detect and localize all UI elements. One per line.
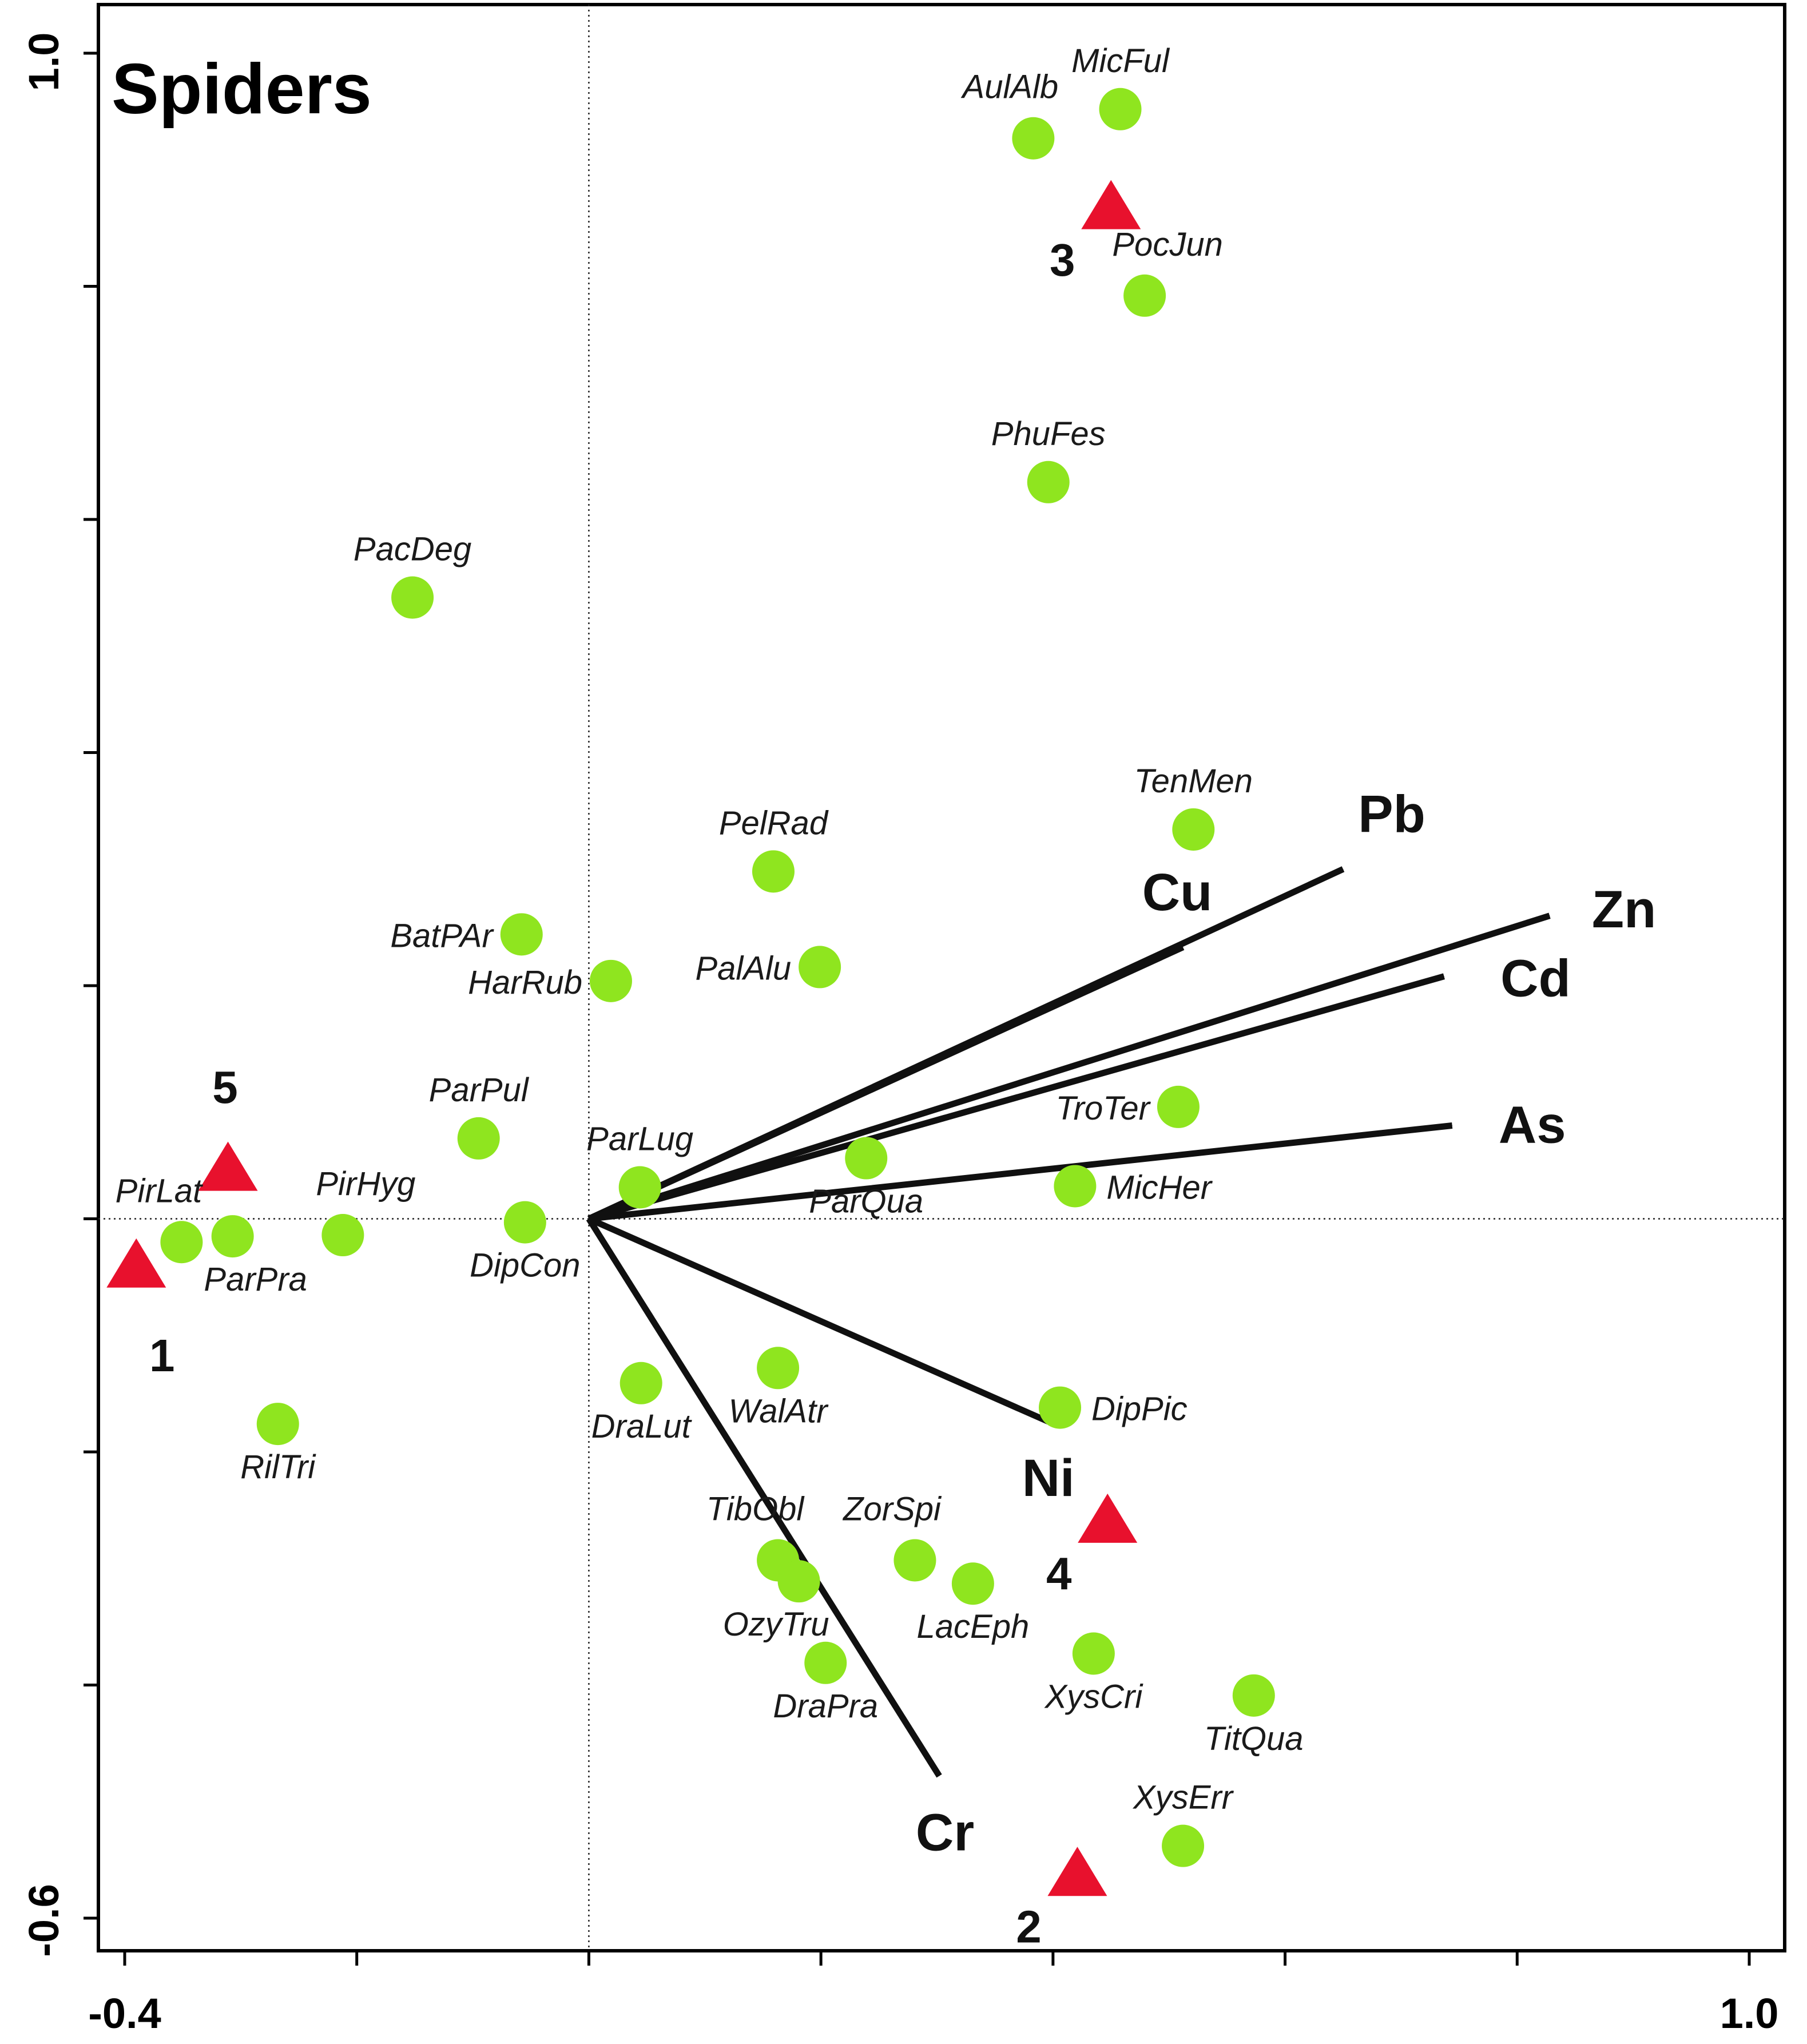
vector-label-cd: Cd — [1500, 950, 1571, 1008]
plot-frame — [97, 3, 1786, 1952]
site-label-2: 2 — [1016, 1902, 1042, 1952]
species-point-tenmen — [1172, 808, 1215, 851]
vector-zn — [587, 912, 1551, 1222]
species-label-parqua: ParQua — [809, 1183, 923, 1220]
x-tick-label-min: -0.4 — [88, 1990, 161, 2037]
site-marker-3 — [1081, 180, 1141, 229]
species-point-pelrad — [752, 850, 795, 893]
chart-title: Spiders — [112, 50, 372, 129]
species-label-parlug: ParLug — [586, 1120, 693, 1157]
species-label-riltri: RilTri — [240, 1448, 316, 1486]
species-point-zorspi — [893, 1539, 936, 1582]
species-point-dippic — [1039, 1386, 1082, 1429]
species-point-pacdeg — [391, 576, 434, 619]
species-point-xyscri — [1072, 1632, 1115, 1675]
site-label-1: 1 — [149, 1330, 175, 1381]
species-point-phufes — [1027, 461, 1070, 503]
species-label-pacdeg: PacDeg — [354, 531, 471, 568]
site-markers — [106, 180, 1141, 1896]
species-point-drapra — [804, 1641, 847, 1684]
vector-label-pb: Pb — [1358, 785, 1425, 843]
vector-as — [588, 1122, 1453, 1222]
axis-ticks — [84, 51, 1751, 1966]
site-marker-1 — [106, 1238, 166, 1288]
species-point-pocjun — [1123, 274, 1166, 317]
species-label-pelrad: PelRad — [719, 804, 829, 842]
species-point-parlug — [618, 1166, 661, 1209]
species-label-pirlat: PirLat — [116, 1172, 204, 1209]
species-point-pirlat — [160, 1221, 203, 1264]
reference-lines — [98, 5, 1785, 1951]
vector-label-ni: Ni — [1022, 1449, 1075, 1507]
vector-label-cu: Cu — [1142, 863, 1213, 922]
species-label-drapra: DraPra — [773, 1688, 878, 1725]
species-point-micful — [1099, 88, 1142, 130]
species-label-xyscri: XysCri — [1043, 1678, 1143, 1715]
species-label-phufes: PhuFes — [991, 415, 1106, 453]
species-point-batpar — [500, 913, 543, 956]
species-point-pirhyg — [321, 1214, 364, 1257]
point-labels: Pb Cu Zn Cd As Ni Cr AulAlb MicFul PocJun PhuFes Pa… — [116, 42, 1657, 1952]
species-point-walatr — [757, 1347, 800, 1390]
vector-ni — [587, 1216, 1050, 1425]
site-label-5: 5 — [212, 1062, 238, 1113]
species-label-pirhyg: PirHyg — [316, 1165, 415, 1202]
species-label-dipcon: DipCon — [470, 1247, 580, 1284]
species-label-aulalb: AulAlb — [961, 69, 1059, 106]
species-point-laceph — [951, 1562, 994, 1605]
species-point-harrub — [589, 959, 632, 1002]
species-label-micful: MicFul — [1071, 42, 1170, 80]
vector-cd — [587, 973, 1445, 1222]
vector-label-as: As — [1499, 1096, 1566, 1154]
species-point-titqua — [1232, 1674, 1275, 1717]
site-label-4: 4 — [1046, 1548, 1072, 1599]
site-marker-4 — [1078, 1493, 1138, 1543]
species-label-walatr: WalAtr — [729, 1392, 829, 1430]
environmental-vectors — [586, 866, 1551, 1778]
species-label-troter: TroTer — [1056, 1090, 1151, 1127]
y-tick-label-min: -0.6 — [20, 1884, 67, 1957]
species-label-xyserr: XysErr — [1132, 1779, 1234, 1816]
site-marker-5 — [198, 1141, 258, 1191]
species-label-dralut: DraLut — [591, 1408, 693, 1445]
species-label-ozytru: OzyTru — [723, 1606, 829, 1643]
species-point-dipcon — [503, 1201, 546, 1244]
site-label-3: 3 — [1050, 235, 1075, 285]
species-point-troter — [1157, 1085, 1200, 1128]
species-point-micher — [1054, 1165, 1097, 1208]
species-point-xyserr — [1162, 1824, 1205, 1867]
species-label-zorspi: ZorSpi — [842, 1490, 942, 1527]
vector-label-cr: Cr — [916, 1803, 974, 1862]
species-label-micher: MicHer — [1106, 1169, 1213, 1206]
species-label-parpra: ParPra — [204, 1261, 307, 1298]
species-label-batpar: BatPAr — [390, 917, 494, 954]
vector-cu — [587, 944, 1185, 1222]
species-label-dippic: DipPic — [1091, 1391, 1188, 1428]
species-point-riltri — [256, 1403, 299, 1446]
species-label-tibobl: TibObl — [706, 1490, 805, 1527]
species-point-parpul — [457, 1117, 500, 1160]
vector-cr — [586, 1217, 942, 1778]
species-label-palalu: PalAlu — [695, 950, 791, 987]
site-marker-2 — [1047, 1847, 1107, 1896]
species-point-aulalb — [1012, 117, 1055, 160]
species-label-tenmen: TenMen — [1134, 763, 1253, 800]
species-label-pocjun: PocJun — [1112, 226, 1222, 263]
species-label-parpul: ParPul — [429, 1071, 530, 1109]
x-tick-label-max: 1.0 — [1720, 1990, 1779, 2037]
species-point-ozytru — [777, 1560, 820, 1603]
species-label-titqua: TitQua — [1204, 1720, 1304, 1757]
species-label-laceph: LacEph — [917, 1608, 1030, 1645]
species-label-harrub: HarRub — [468, 964, 582, 1001]
species-point-dralut — [619, 1362, 662, 1404]
species-point-parpra — [211, 1215, 254, 1258]
y-tick-label-max: 1.0 — [20, 33, 67, 92]
species-point-parqua — [845, 1137, 888, 1180]
species-point-palalu — [799, 946, 841, 989]
species-points — [160, 88, 1275, 1867]
vector-label-zn: Zn — [1592, 880, 1656, 939]
